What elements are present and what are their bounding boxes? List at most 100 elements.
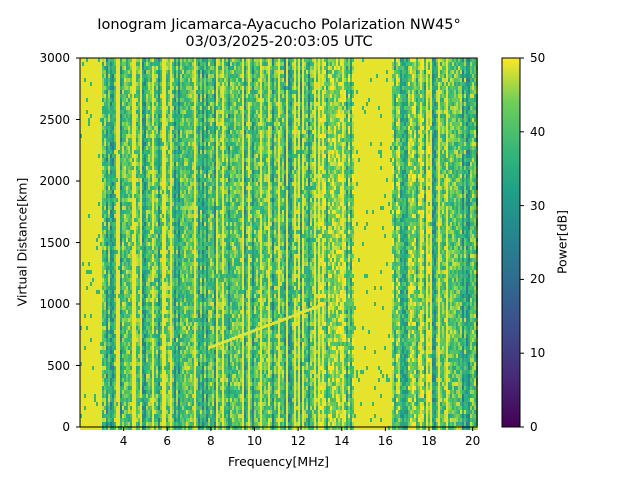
heatmap-cell <box>120 282 122 286</box>
heatmap-cell <box>126 402 128 406</box>
heatmap-cell <box>150 302 152 306</box>
heatmap-cell <box>160 190 162 194</box>
heatmap-cell <box>106 178 108 182</box>
heatmap-cell <box>164 218 166 222</box>
heatmap-cell <box>122 130 124 134</box>
heatmap-cell <box>116 342 118 346</box>
heatmap-cell <box>80 326 82 330</box>
heatmap-cell <box>172 146 174 150</box>
heatmap-cell <box>96 354 98 358</box>
heatmap-cell <box>84 314 86 318</box>
heatmap-cell <box>152 262 154 266</box>
heatmap-cell <box>136 410 138 414</box>
heatmap-cell <box>136 186 138 190</box>
heatmap-cell <box>94 210 96 214</box>
heatmap-cell <box>116 294 118 298</box>
heatmap-cell <box>170 178 172 182</box>
heatmap-cell <box>144 334 146 338</box>
heatmap-cell <box>94 190 96 194</box>
heatmap-cell <box>82 402 84 406</box>
heatmap-cell <box>130 406 132 410</box>
heatmap-cell <box>116 270 118 274</box>
heatmap-cell <box>170 386 172 390</box>
heatmap-cell <box>124 294 126 298</box>
heatmap-cell <box>112 114 114 118</box>
heatmap-cell <box>80 310 82 314</box>
heatmap-cell <box>98 238 100 242</box>
heatmap-cell <box>136 414 138 418</box>
heatmap-cell <box>104 170 106 174</box>
heatmap-cell <box>170 282 172 286</box>
heatmap-cell <box>166 322 168 326</box>
heatmap-cell <box>172 346 174 350</box>
heatmap-cell <box>154 338 156 342</box>
heatmap-cell <box>126 326 128 330</box>
heatmap-cell <box>82 126 84 130</box>
heatmap-cell <box>180 422 182 426</box>
heatmap-cell <box>82 70 84 74</box>
heatmap-cell <box>96 366 98 370</box>
heatmap-cell <box>120 134 122 138</box>
heatmap-cell <box>150 294 152 298</box>
heatmap-cell <box>110 82 112 86</box>
heatmap-cell <box>184 246 186 250</box>
heatmap-cell <box>120 86 122 90</box>
heatmap-cell <box>144 410 146 414</box>
heatmap-cell <box>152 126 154 130</box>
heatmap-cell <box>80 178 82 182</box>
heatmap-cell <box>158 314 160 318</box>
heatmap-cell <box>120 346 122 350</box>
heatmap-cell <box>104 270 106 274</box>
heatmap-cell <box>156 314 158 318</box>
heatmap-cell <box>142 118 144 122</box>
heatmap-cell <box>94 110 96 114</box>
heatmap-cell <box>96 390 98 394</box>
heatmap-cell <box>94 234 96 238</box>
heatmap-cell <box>124 314 126 318</box>
heatmap-cell <box>142 150 144 154</box>
heatmap-cell <box>118 118 120 122</box>
heatmap-cell <box>150 390 152 394</box>
heatmap-cell <box>146 422 148 426</box>
heatmap-cell <box>186 74 188 78</box>
heatmap-cell <box>140 282 142 286</box>
heatmap-cell <box>86 342 88 346</box>
heatmap-cell <box>176 338 178 342</box>
heatmap-cell <box>180 406 182 410</box>
heatmap-cell <box>124 186 126 190</box>
heatmap-cell <box>172 382 174 386</box>
heatmap-cell <box>172 230 174 234</box>
heatmap-cell <box>80 110 82 114</box>
heatmap-cell <box>160 246 162 250</box>
heatmap-cell <box>126 58 128 62</box>
heatmap-cell <box>176 78 178 82</box>
heatmap-cell <box>168 338 170 342</box>
heatmap-cell <box>172 418 174 422</box>
heatmap-cell <box>168 342 170 346</box>
heatmap-cell <box>82 238 84 242</box>
heatmap-cell <box>162 414 164 418</box>
heatmap-cell <box>140 142 142 146</box>
heatmap-cell <box>130 318 132 322</box>
heatmap-cell <box>152 314 154 318</box>
heatmap-cell <box>100 70 102 74</box>
heatmap-cell <box>120 222 122 226</box>
heatmap-cell <box>92 362 94 366</box>
heatmap-cell <box>118 266 120 270</box>
heatmap-cell <box>140 386 142 390</box>
heatmap-cell <box>136 318 138 322</box>
heatmap-cell <box>132 210 134 214</box>
heatmap-cell <box>128 342 130 346</box>
heatmap-cell <box>180 410 182 414</box>
heatmap-cell <box>138 142 140 146</box>
heatmap-cell <box>116 222 118 226</box>
heatmap-cell <box>114 202 116 206</box>
heatmap-cell <box>104 426 106 430</box>
heatmap-cell <box>144 174 146 178</box>
heatmap-cell <box>80 82 82 86</box>
heatmap-cell <box>172 94 174 98</box>
heatmap-cell <box>92 330 94 334</box>
heatmap-cell <box>82 150 84 154</box>
heatmap-cell <box>92 130 94 134</box>
heatmap-cell <box>168 206 170 210</box>
